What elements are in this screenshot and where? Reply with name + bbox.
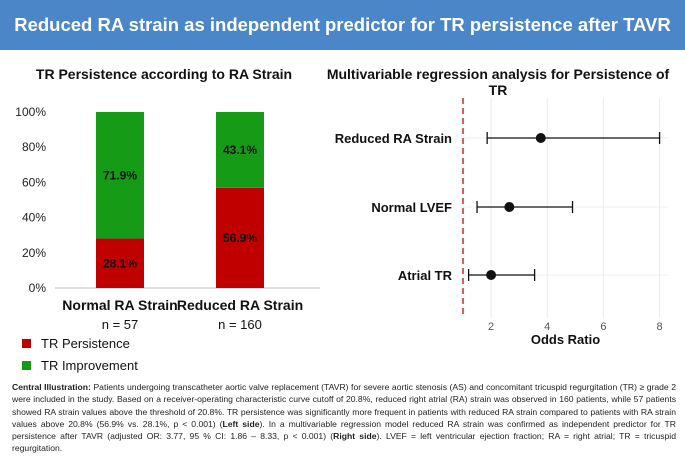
caption: Central Illustration: Patients undergoin… (12, 381, 676, 455)
y-tick-label: 60% (22, 175, 46, 189)
x-category-sublabel: n = 57 (102, 317, 139, 332)
x-tick-label: 4 (544, 321, 550, 333)
row-label: Normal LVEF (371, 200, 452, 215)
caption-label: Central Illustration: (12, 382, 91, 392)
legend-swatch-persistence (22, 339, 31, 348)
odds-ratio-point (486, 270, 497, 280)
odds-ratio-point (504, 202, 515, 212)
y-tick-label: 80% (22, 140, 46, 154)
x-tick-label: 8 (657, 321, 663, 333)
legend-swatch-improvement (22, 361, 31, 370)
bar-value-label: 43.1% (223, 143, 257, 157)
forest-plot-title: Multivariable regression analysis for Pe… (326, 66, 670, 98)
y-tick-label: 100% (15, 105, 46, 119)
legend-label-improvement: TR Improvement (41, 358, 138, 373)
x-category-label: Normal RA Strain (62, 297, 177, 313)
x-category-label: Reduced RA Strain (177, 297, 303, 313)
odds-ratio-point (535, 133, 546, 143)
banner-title: Reduced RA strain as independent predict… (0, 0, 685, 50)
stacked-bar-chart: 0% 20% 40% 60% 80% 100% 28.1% 71.9% Normal RA St… (15, 105, 320, 332)
x-tick-label: 2 (488, 321, 494, 333)
bar-improvement (216, 112, 264, 188)
bar-value-label: 56.9% (223, 231, 257, 245)
row-label: Atrial TR (398, 268, 453, 283)
bar-persistence (96, 238, 144, 288)
bar-chart-title: TR Persistence according to RA Strain (35, 66, 293, 82)
bar-value-label: 71.9% (103, 168, 137, 182)
row-label: Reduced RA Strain (335, 131, 452, 146)
y-tick-label: 20% (22, 246, 46, 260)
caption-text-1: Patients undergoing transcatheter aortic… (12, 382, 676, 429)
y-tick-label: 0% (29, 281, 47, 295)
legend-label-persistence: TR Persistence (41, 336, 130, 351)
legend-item-persistence: TR Persistence (22, 336, 130, 351)
bar-value-label: 28.1% (103, 256, 137, 270)
forest-plot: 2 4 6 8 Reduced RA Strain Normal LVEF Atrial T… (335, 98, 668, 347)
x-tick-label: 6 (600, 321, 606, 333)
legend-item-improvement: TR Improvement (22, 358, 138, 373)
x-axis-title: Odds Ratio (531, 332, 600, 347)
bar-persistence (216, 187, 264, 288)
caption-left-label: Left side (222, 418, 260, 429)
caption-text-3: ). LVEF = left ventricular ejection frac… (12, 431, 676, 454)
bar-improvement (96, 112, 144, 239)
x-category-sublabel: n = 160 (218, 317, 262, 332)
caption-text-2: ). In a multivariable regression model r… (12, 418, 677, 442)
y-tick-label: 40% (22, 211, 46, 225)
caption-right-label: Right side (333, 431, 377, 442)
